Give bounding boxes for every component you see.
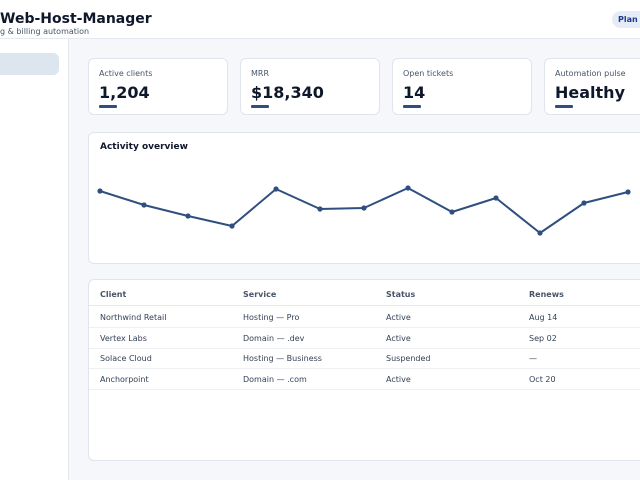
cell-service: Hosting — Pro — [243, 313, 300, 322]
column-header-client: Client — [100, 290, 127, 299]
table-row[interactable]: Anchorpoint Domain — .com Active Oct 20 — [89, 369, 640, 390]
metric-accent-bar — [403, 105, 421, 108]
metric-card-open-tickets: Open tickets 14 — [392, 58, 532, 115]
metric-value: 14 — [403, 83, 426, 102]
clients-table: Client Service Status Renews Northwind R… — [88, 279, 640, 461]
plan-badge[interactable]: Plan — [612, 11, 640, 28]
cell-status: Suspended — [386, 354, 431, 363]
data-point-10[interactable] — [493, 195, 499, 201]
cell-renews: Sep 02 — [529, 334, 557, 343]
table-row[interactable]: Northwind Retail Hosting — Pro Active Au… — [89, 307, 640, 328]
cell-service: Hosting — Business — [243, 354, 322, 363]
metric-value: $18,340 — [251, 83, 324, 102]
data-point-1[interactable] — [97, 188, 103, 194]
data-point-5[interactable] — [273, 186, 279, 192]
metric-accent-bar — [251, 105, 269, 108]
data-point-12[interactable] — [581, 200, 587, 206]
metric-card-active-clients: Active clients 1,204 — [88, 58, 228, 115]
column-header-service: Service — [243, 290, 277, 299]
cell-renews: Aug 14 — [529, 313, 558, 322]
column-header-renews: Renews — [529, 290, 564, 299]
table-header-divider — [89, 305, 640, 306]
activity-chart-card: Activity overview — [88, 132, 640, 264]
data-point-7[interactable] — [361, 205, 367, 211]
metric-accent-bar — [99, 105, 117, 108]
sidebar — [0, 39, 69, 480]
cell-renews: — — [529, 354, 537, 363]
app-title: Web-Host-Manager — [0, 11, 152, 27]
cell-status: Active — [386, 375, 411, 384]
metric-label: Automation pulse — [555, 69, 626, 78]
cell-client: Solace Cloud — [100, 354, 152, 363]
metric-card-automation-pulse: Automation pulse Healthy — [544, 58, 640, 115]
metric-card-mrr: MRR $18,340 — [240, 58, 380, 115]
table-row[interactable]: Vertex Labs Domain — .dev Active Sep 02 — [89, 328, 640, 349]
metric-value: 1,204 — [99, 83, 150, 102]
chart-title: Activity overview — [100, 142, 188, 152]
data-point-4[interactable] — [229, 223, 235, 229]
metric-label: Open tickets — [403, 69, 454, 78]
sidebar-item-active[interactable] — [0, 53, 59, 75]
cell-client: Northwind Retail — [100, 313, 167, 322]
cell-status: Active — [386, 313, 411, 322]
column-header-status: Status — [386, 290, 416, 299]
cell-service: Domain — .dev — [243, 334, 305, 343]
data-point-2[interactable] — [141, 202, 147, 208]
cell-client: Anchorpoint — [100, 375, 149, 384]
data-point-13[interactable] — [625, 189, 631, 195]
data-point-9[interactable] — [449, 209, 455, 215]
top-header: Web-Host-Manager g & billing automation … — [0, 0, 640, 39]
metric-label: Active clients — [99, 69, 153, 78]
app-subtitle: g & billing automation — [0, 27, 90, 36]
activity-line-chart — [97, 185, 631, 236]
data-point-6[interactable] — [317, 206, 323, 212]
data-point-3[interactable] — [185, 213, 191, 219]
cell-client: Vertex Labs — [100, 334, 147, 343]
cell-renews: Oct 20 — [529, 375, 556, 384]
table-row[interactable]: Solace Cloud Hosting — Business Suspende… — [89, 348, 640, 369]
data-point-8[interactable] — [405, 185, 411, 191]
cell-status: Active — [386, 334, 411, 343]
metric-accent-bar — [555, 105, 573, 108]
cell-service: Domain — .com — [243, 375, 307, 384]
data-point-11[interactable] — [537, 230, 543, 236]
metric-value: Healthy — [555, 83, 625, 102]
metric-label: MRR — [251, 69, 270, 78]
